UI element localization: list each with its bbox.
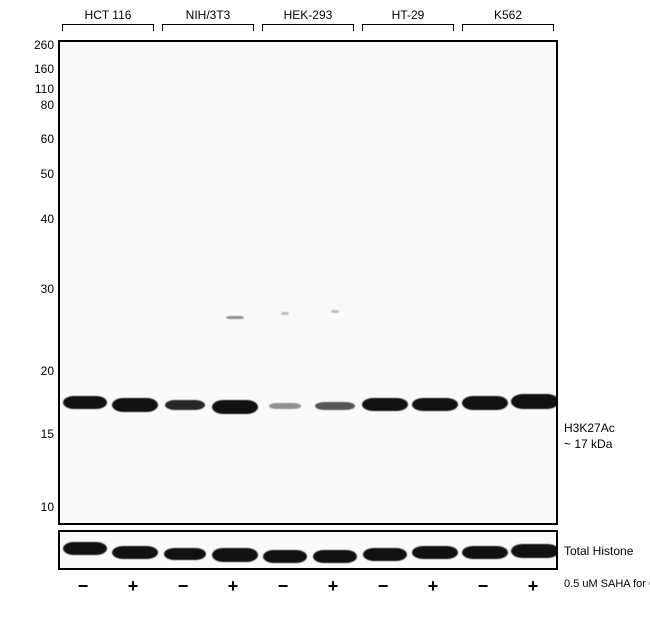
treatment-symbol: + [208,576,258,597]
treatment-symbol: + [408,576,458,597]
cell-line-label: HEK-293 [258,8,358,22]
treatment-symbol: + [108,576,158,597]
mw-marker-label: 40 [18,212,54,226]
mw-marker-label: 260 [18,38,54,52]
blot-band [226,316,244,319]
western-blot-figure: HCT 116NIH/3T3HEK-293HT-29K562 260 160 110… [10,8,640,616]
mw-marker-label: 10 [18,500,54,514]
mw-marker-label: 80 [18,98,54,112]
blot-band [363,548,407,561]
blot-band [462,546,508,559]
treatment-row: −+−+−+−+−+ [58,576,558,596]
treatment-symbol: − [258,576,308,597]
mw-marker-label: 20 [18,364,54,378]
blot-band [362,398,408,411]
blot-band [462,396,508,410]
lane-bracket [262,24,354,32]
loading-control-panel [58,530,558,570]
lane-headers: HCT 116NIH/3T3HEK-293HT-29K562 [58,8,558,40]
mw-marker-label: 30 [18,282,54,296]
target-label: H3K27Ac ~ 17 kDa [564,421,650,452]
blot-band [412,398,458,411]
blot-band [263,550,307,563]
mw-marker-label: 50 [18,167,54,181]
treatment-symbol: − [58,576,108,597]
cell-line-label: HT-29 [358,8,458,22]
mw-marker-label: 15 [18,427,54,441]
blot-band [165,400,205,410]
treatment-symbol: − [358,576,408,597]
loading-control-text: Total Histone [564,544,633,558]
blot-band [511,394,558,409]
treatment-symbol: − [458,576,508,597]
blot-band [164,548,206,560]
mw-marker-label: 60 [18,132,54,146]
blot-band [313,550,357,563]
cell-line-label: K562 [458,8,558,22]
lane-bracket [462,24,554,32]
lane-bracket [362,24,454,32]
blot-band [112,546,158,559]
mw-marker-label: 160 [18,62,54,76]
treatment-symbol: − [158,576,208,597]
cell-line-label: NIH/3T3 [158,8,258,22]
main-blot-panel [58,40,558,525]
target-name-text: H3K27Ac [564,421,650,437]
blot-band [63,396,107,409]
target-mw-text: ~ 17 kDa [564,437,650,453]
lane-bracket [62,24,154,32]
blot-band [281,312,289,315]
lane-bracket [162,24,254,32]
loading-control-label: Total Histone [564,544,650,560]
blot-band [315,402,355,410]
blot-band [212,548,258,562]
blot-band [331,310,339,313]
blot-band [269,403,301,409]
blot-band [112,398,158,412]
treatment-caption: 0.5 uM SAHA for Over night [564,578,650,590]
blot-band [412,546,458,559]
blot-band [63,542,107,555]
treatment-symbol: + [508,576,558,597]
blot-band [511,544,558,558]
treatment-symbol: + [308,576,358,597]
cell-line-label: HCT 116 [58,8,158,22]
blot-band [212,400,258,414]
mw-marker-label: 110 [18,82,54,96]
